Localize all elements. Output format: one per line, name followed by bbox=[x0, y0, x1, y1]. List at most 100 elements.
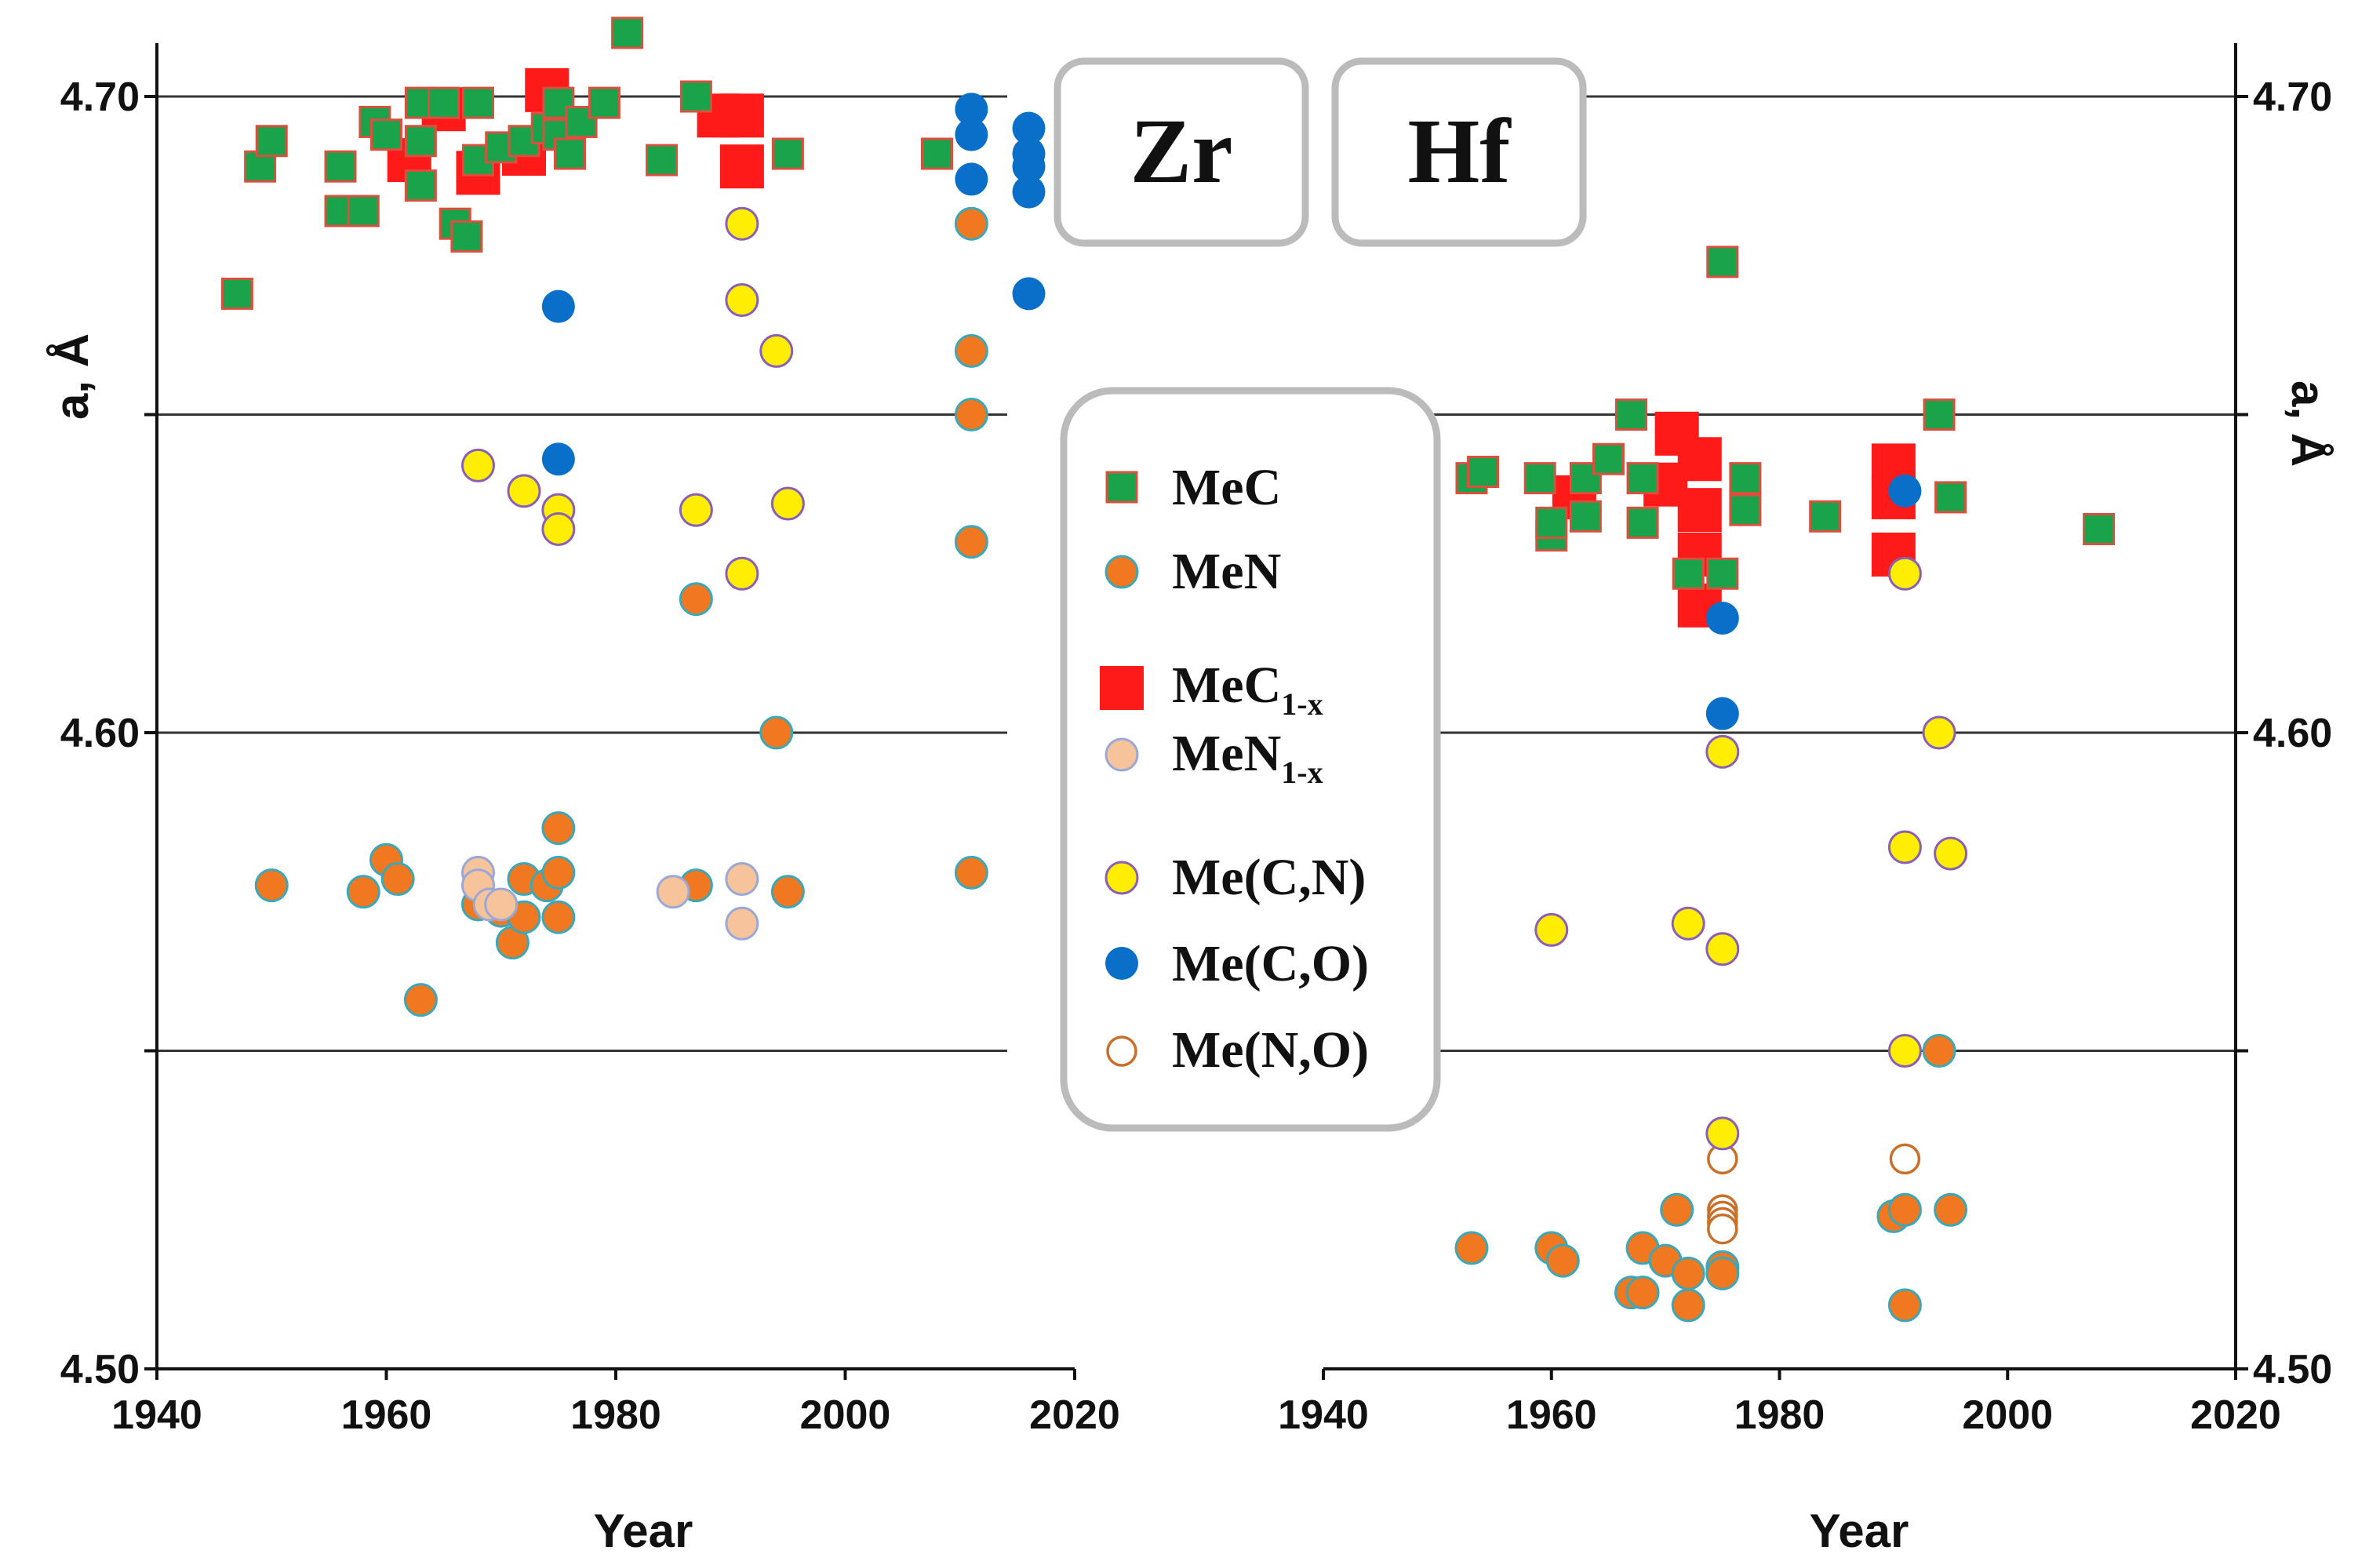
point-hf-me-c-o-1 bbox=[1705, 697, 1739, 730]
point-hf-me-c-n-2 bbox=[1705, 932, 1740, 966]
point-hf-men-15 bbox=[1922, 1034, 1956, 1068]
point-zr-men1-x-6 bbox=[725, 906, 759, 941]
point-zr-mec1-x-7 bbox=[719, 144, 764, 189]
point-zr-mec-28 bbox=[921, 137, 953, 170]
point-zr-mec-3 bbox=[324, 150, 357, 183]
legend-symbol-mec1-x bbox=[1100, 666, 1144, 710]
legend-symbol-me-c-n bbox=[1104, 861, 1139, 895]
point-zr-me-c-n-1 bbox=[507, 474, 541, 508]
point-zr-me-c-o-4 bbox=[955, 162, 988, 196]
y-tick-label-zr-0: 4.50 bbox=[60, 1347, 140, 1392]
point-hf-mec1-x-3 bbox=[1677, 437, 1722, 482]
legend-symbol-men1-x bbox=[1104, 737, 1139, 772]
point-hf-mec-12 bbox=[1706, 246, 1739, 278]
panel-label-zr-text: Zr bbox=[1130, 100, 1232, 202]
point-hf-me-c-n-9 bbox=[1934, 836, 1968, 871]
point-zr-me-c-n-7 bbox=[725, 556, 759, 591]
point-zr-mec-11 bbox=[428, 86, 460, 119]
y-tick-label-hf-2: 4.70 bbox=[2253, 75, 2332, 120]
point-hf-men-11 bbox=[1705, 1256, 1740, 1290]
point-hf-mec-17 bbox=[1923, 399, 1956, 431]
point-hf-mec-7 bbox=[1592, 442, 1625, 475]
point-zr-men-11 bbox=[541, 811, 576, 846]
x-tick-label-zr-0: 1940 bbox=[111, 1392, 202, 1438]
point-zr-mec-5 bbox=[347, 195, 380, 227]
point-zr-mec-21 bbox=[554, 137, 586, 170]
point-zr-men-16 bbox=[759, 715, 794, 750]
point-zr-men-0 bbox=[254, 868, 289, 903]
legend-label-men: MeN bbox=[1172, 543, 1281, 600]
panel-label-hf: Hf bbox=[1331, 57, 1587, 247]
point-hf-men-9 bbox=[1671, 1288, 1705, 1323]
point-zr-mec1-x-6 bbox=[719, 93, 764, 138]
point-hf-mec-13 bbox=[1706, 557, 1739, 590]
x-tick-label-hf-0: 1940 bbox=[1278, 1392, 1369, 1438]
point-hf-men-13 bbox=[1887, 1192, 1922, 1227]
point-hf-mec1-x-4 bbox=[1677, 488, 1722, 533]
point-zr-me-c-o-8 bbox=[1012, 175, 1046, 209]
point-zr-me-c-o-3 bbox=[955, 118, 988, 151]
point-hf-me-c-n-6 bbox=[1887, 830, 1922, 864]
point-hf-mec-15 bbox=[1729, 493, 1762, 526]
point-zr-mec-7 bbox=[370, 118, 402, 151]
point-zr-mec-26 bbox=[679, 80, 712, 113]
x-axis-title-right: Year bbox=[1810, 1505, 1909, 1557]
point-hf-mec-10 bbox=[1626, 506, 1659, 539]
point-hf-mec-16 bbox=[1809, 500, 1842, 533]
y-axis-title-left: a, Å bbox=[45, 333, 98, 420]
point-hf-men-14 bbox=[1887, 1288, 1922, 1323]
y-tick-label-zr-2: 4.70 bbox=[60, 75, 140, 120]
legend-symbol-mec bbox=[1105, 471, 1138, 504]
point-hf-mec-9 bbox=[1626, 462, 1659, 495]
point-zr-me-c-n-6 bbox=[725, 283, 759, 318]
point-hf-me-c-n-1 bbox=[1671, 906, 1705, 941]
point-hf-me-c-n-3 bbox=[1705, 734, 1740, 769]
point-hf-mec-4 bbox=[1535, 506, 1568, 539]
point-hf-me-c-n-5 bbox=[1887, 556, 1922, 591]
x-tick-label-zr-3: 2000 bbox=[800, 1392, 891, 1438]
panel-label-hf-text: Hf bbox=[1407, 100, 1512, 202]
point-hf-mec-8 bbox=[1615, 399, 1648, 431]
point-hf-me-c-o-0 bbox=[1705, 602, 1739, 635]
point-zr-me-c-o-5 bbox=[1012, 111, 1046, 145]
legend-label-meco: Me(C,O) bbox=[1172, 935, 1369, 992]
point-hf-men-16 bbox=[1934, 1192, 1968, 1227]
point-zr-men-1 bbox=[346, 875, 380, 909]
point-zr-me-c-n-0 bbox=[461, 448, 495, 482]
point-zr-mec-9 bbox=[404, 125, 437, 158]
point-hf-men-7 bbox=[1660, 1192, 1694, 1227]
point-zr-men-22 bbox=[954, 855, 988, 890]
point-zr-mec-0 bbox=[220, 277, 253, 310]
point-hf-mec-14 bbox=[1729, 462, 1762, 495]
point-zr-me-c-o-2 bbox=[955, 93, 988, 126]
x-tick-label-hf-1: 1960 bbox=[1506, 1392, 1597, 1438]
data-points bbox=[220, 16, 2116, 1323]
point-zr-mec-13 bbox=[450, 220, 483, 253]
point-zr-men1-x-3 bbox=[484, 887, 519, 922]
panel-label-zr: Zr bbox=[1054, 57, 1309, 247]
point-zr-men1-x-4 bbox=[656, 875, 690, 909]
point-hf-men-5 bbox=[1625, 1276, 1660, 1310]
point-zr-mec-14 bbox=[462, 86, 494, 119]
point-zr-mec-25 bbox=[646, 144, 678, 177]
y-axis-title-right: a, Å bbox=[2282, 380, 2335, 467]
y-tick-label-hf-0: 4.50 bbox=[2253, 1347, 2332, 1392]
point-hf-mec-19 bbox=[2083, 512, 2116, 545]
y-tick-label-zr-1: 4.60 bbox=[60, 711, 140, 756]
legend-label-meno: Me(N,O) bbox=[1172, 1021, 1369, 1079]
point-zr-men-19 bbox=[954, 333, 988, 368]
point-hf-me-n-o-5 bbox=[1889, 1143, 1921, 1175]
x-tick-label-hf-4: 2020 bbox=[2190, 1392, 2281, 1438]
point-zr-men-17 bbox=[770, 875, 805, 909]
point-zr-me-c-n-9 bbox=[770, 486, 805, 521]
point-zr-men-21 bbox=[954, 525, 988, 559]
point-zr-men-13 bbox=[541, 900, 576, 934]
x-tick-label-zr-4: 2020 bbox=[1029, 1392, 1120, 1438]
point-zr-me-c-n-4 bbox=[679, 493, 713, 527]
point-hf-mec-1 bbox=[1467, 455, 1500, 488]
point-zr-men-18 bbox=[954, 206, 988, 241]
y-tick-label-hf-1: 4.60 bbox=[2253, 711, 2332, 756]
legend-symbol-me-c-o bbox=[1105, 947, 1138, 980]
point-zr-me-c-n-8 bbox=[759, 333, 794, 368]
